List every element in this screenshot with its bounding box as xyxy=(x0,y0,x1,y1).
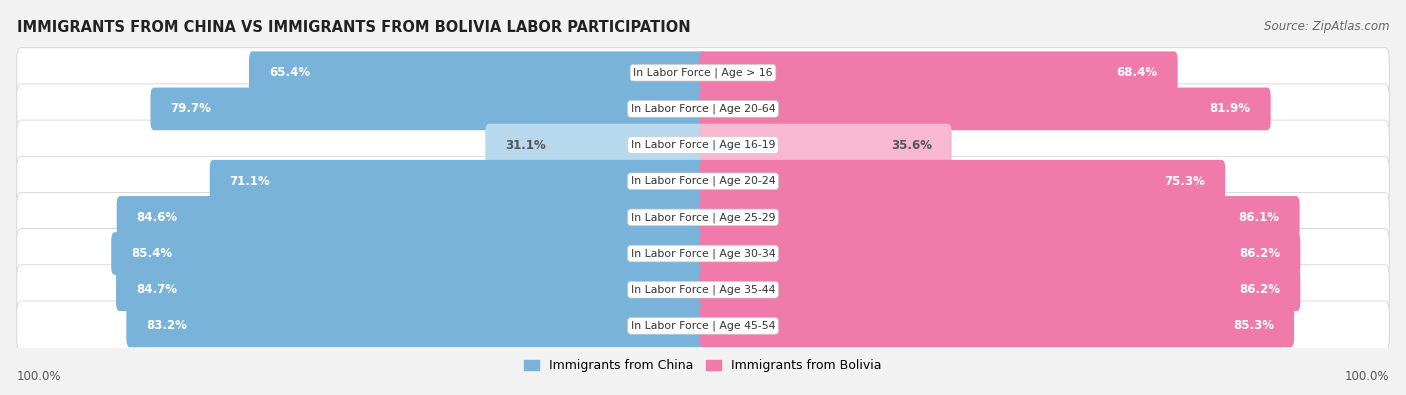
Text: In Labor Force | Age 35-44: In Labor Force | Age 35-44 xyxy=(631,284,775,295)
Text: 85.3%: 85.3% xyxy=(1233,320,1274,333)
FancyBboxPatch shape xyxy=(150,88,706,130)
FancyBboxPatch shape xyxy=(111,232,706,275)
Text: 85.4%: 85.4% xyxy=(131,247,173,260)
Text: 100.0%: 100.0% xyxy=(17,370,62,383)
FancyBboxPatch shape xyxy=(117,268,706,311)
Text: In Labor Force | Age 45-54: In Labor Force | Age 45-54 xyxy=(631,321,775,331)
Text: In Labor Force | Age 25-29: In Labor Force | Age 25-29 xyxy=(631,212,775,223)
FancyBboxPatch shape xyxy=(700,160,1225,203)
Text: 35.6%: 35.6% xyxy=(891,139,932,152)
FancyBboxPatch shape xyxy=(17,156,1389,206)
FancyBboxPatch shape xyxy=(209,160,706,203)
Text: 71.1%: 71.1% xyxy=(229,175,270,188)
FancyBboxPatch shape xyxy=(17,192,1389,243)
Text: In Labor Force | Age > 16: In Labor Force | Age > 16 xyxy=(633,68,773,78)
Text: 84.6%: 84.6% xyxy=(136,211,177,224)
Text: 83.2%: 83.2% xyxy=(146,320,187,333)
Legend: Immigrants from China, Immigrants from Bolivia: Immigrants from China, Immigrants from B… xyxy=(519,354,887,377)
Text: 68.4%: 68.4% xyxy=(1116,66,1157,79)
FancyBboxPatch shape xyxy=(700,196,1299,239)
Text: Source: ZipAtlas.com: Source: ZipAtlas.com xyxy=(1264,20,1389,33)
Text: 100.0%: 100.0% xyxy=(1344,370,1389,383)
FancyBboxPatch shape xyxy=(17,84,1389,134)
FancyBboxPatch shape xyxy=(17,120,1389,170)
Text: 31.1%: 31.1% xyxy=(505,139,546,152)
Text: 79.7%: 79.7% xyxy=(170,102,211,115)
FancyBboxPatch shape xyxy=(485,124,706,166)
Text: In Labor Force | Age 20-64: In Labor Force | Age 20-64 xyxy=(631,103,775,114)
FancyBboxPatch shape xyxy=(700,88,1271,130)
FancyBboxPatch shape xyxy=(17,265,1389,315)
Text: 81.9%: 81.9% xyxy=(1209,102,1251,115)
Text: 65.4%: 65.4% xyxy=(269,66,311,79)
Text: In Labor Force | Age 30-34: In Labor Force | Age 30-34 xyxy=(631,248,775,259)
FancyBboxPatch shape xyxy=(117,196,706,239)
FancyBboxPatch shape xyxy=(127,305,706,347)
Text: 86.2%: 86.2% xyxy=(1239,283,1281,296)
Text: 84.7%: 84.7% xyxy=(136,283,177,296)
FancyBboxPatch shape xyxy=(17,48,1389,98)
FancyBboxPatch shape xyxy=(700,305,1294,347)
Text: 86.1%: 86.1% xyxy=(1239,211,1279,224)
FancyBboxPatch shape xyxy=(17,229,1389,278)
FancyBboxPatch shape xyxy=(249,51,706,94)
FancyBboxPatch shape xyxy=(700,124,952,166)
FancyBboxPatch shape xyxy=(17,301,1389,351)
FancyBboxPatch shape xyxy=(700,51,1178,94)
Text: 75.3%: 75.3% xyxy=(1164,175,1205,188)
Text: IMMIGRANTS FROM CHINA VS IMMIGRANTS FROM BOLIVIA LABOR PARTICIPATION: IMMIGRANTS FROM CHINA VS IMMIGRANTS FROM… xyxy=(17,20,690,35)
Text: In Labor Force | Age 16-19: In Labor Force | Age 16-19 xyxy=(631,140,775,150)
FancyBboxPatch shape xyxy=(700,232,1301,275)
Text: 86.2%: 86.2% xyxy=(1239,247,1281,260)
FancyBboxPatch shape xyxy=(700,268,1301,311)
Text: In Labor Force | Age 20-24: In Labor Force | Age 20-24 xyxy=(631,176,775,186)
